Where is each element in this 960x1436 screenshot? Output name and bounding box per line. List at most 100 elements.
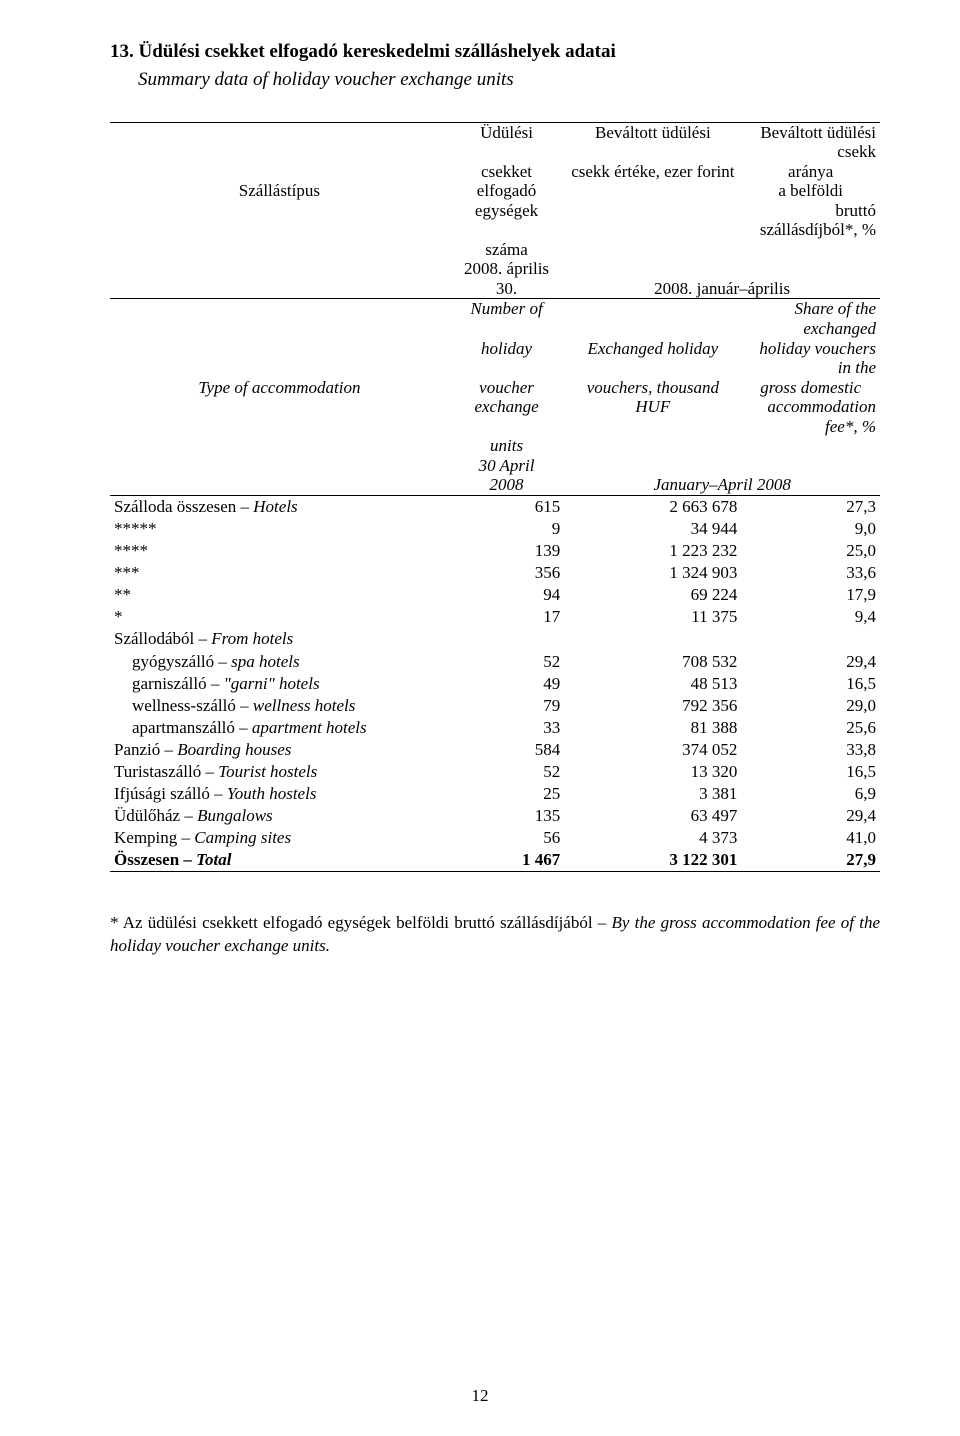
row-value-b: 2 663 678	[564, 495, 741, 518]
row-value-a: 56	[449, 827, 565, 849]
row-value-a: 25	[449, 783, 565, 805]
hdr-left2: Type of accommodation	[110, 378, 449, 398]
table-row: *****934 9449,0	[110, 518, 880, 540]
hdr-en-colB-l3: HUF	[564, 397, 741, 436]
row-value-b: 4 373	[564, 827, 741, 849]
hdr-en-colC-l1: Share of the exchanged	[741, 299, 880, 339]
hdr-colA-l4: egységek	[449, 201, 565, 240]
row-label: ***	[110, 562, 449, 584]
row-value-a: 17	[449, 606, 565, 628]
row-label: Panzió – Boarding houses	[110, 739, 449, 761]
row-label: gyógyszálló – spa hotels	[110, 651, 449, 673]
hdr-en-span-date: January–April 2008	[564, 475, 880, 495]
hdr-colA-l5: száma	[449, 240, 565, 260]
row-value-b: 69 224	[564, 584, 741, 606]
hdr-colA-l1: Üdülési	[449, 122, 565, 162]
hdr-colC-l3: a belföldi	[741, 181, 880, 201]
row-label: Kemping – Camping sites	[110, 827, 449, 849]
row-value-c: 33,8	[741, 739, 880, 761]
row-value-c	[741, 628, 880, 650]
row-label: apartmanszálló – apartment hotels	[110, 717, 449, 739]
row-label: ****	[110, 540, 449, 562]
row-value-b: 11 375	[564, 606, 741, 628]
row-label: **	[110, 584, 449, 606]
hdr-en-colC-l4: accommodation fee*, %	[741, 397, 880, 436]
row-value-b: 81 388	[564, 717, 741, 739]
row-value-a: 139	[449, 540, 565, 562]
row-value-b: 3 122 301	[564, 849, 741, 872]
footnote-plain: * Az üdülési csekkett elfogadó egységek …	[110, 913, 611, 932]
table-row: ****1391 223 23225,0	[110, 540, 880, 562]
table-row: wellness-szálló – wellness hotels79792 3…	[110, 695, 880, 717]
table-title: 13. Üdülési csekket elfogadó kereskedelm…	[110, 40, 880, 64]
row-value-b: 13 320	[564, 761, 741, 783]
row-value-b	[564, 628, 741, 650]
hdr-en-colB-l1: Exchanged holiday	[564, 339, 741, 378]
row-label: Ifjúsági szálló – Youth hostels	[110, 783, 449, 805]
hdr-colB-l2: csekk értéke, ezer forint	[564, 162, 741, 182]
row-value-a	[449, 628, 565, 650]
row-value-a: 135	[449, 805, 565, 827]
hdr-colC-l2: aránya	[741, 162, 880, 182]
row-value-a: 1 467	[449, 849, 565, 872]
hdr-en-colA-l4: exchange	[449, 397, 565, 436]
table-row: Szálloda összesen – Hotels6152 663 67827…	[110, 495, 880, 518]
hdr-en-colA-l2: holiday	[449, 339, 565, 378]
row-label: Összesen – Total	[110, 849, 449, 872]
row-value-b: 792 356	[564, 695, 741, 717]
row-label: Turistaszálló – Tourist hostels	[110, 761, 449, 783]
row-value-c: 9,4	[741, 606, 880, 628]
row-value-c: 27,3	[741, 495, 880, 518]
table-row: Szállodából – From hotels	[110, 628, 880, 650]
hdr-colA-date1: 2008. április	[449, 259, 565, 279]
row-value-c: 33,6	[741, 562, 880, 584]
page-number: 12	[0, 1386, 960, 1406]
row-value-c: 17,9	[741, 584, 880, 606]
hdr-colC-l4: bruttó szállásdíjból*, %	[741, 201, 880, 240]
hdr-en-colA-date1: 30 April	[449, 456, 565, 476]
row-value-b: 48 513	[564, 673, 741, 695]
row-value-b: 3 381	[564, 783, 741, 805]
hdr-colC-l1: Beváltott üdülési csekk	[741, 122, 880, 162]
hdr-en-colA-l1: Number of	[449, 299, 565, 339]
row-value-a: 9	[449, 518, 565, 540]
row-value-c: 27,9	[741, 849, 880, 872]
row-value-a: 94	[449, 584, 565, 606]
table-row: Panzió – Boarding houses584374 05233,8	[110, 739, 880, 761]
row-value-b: 374 052	[564, 739, 741, 761]
row-value-c: 25,0	[741, 540, 880, 562]
row-value-c: 29,4	[741, 805, 880, 827]
row-value-b: 1 223 232	[564, 540, 741, 562]
row-value-a: 615	[449, 495, 565, 518]
row-label: *****	[110, 518, 449, 540]
row-value-c: 16,5	[741, 673, 880, 695]
row-value-c: 25,6	[741, 717, 880, 739]
row-value-a: 49	[449, 673, 565, 695]
hdr-en-colC-l3: gross domestic	[741, 378, 880, 398]
table-row: Ifjúsági szálló – Youth hostels253 3816,…	[110, 783, 880, 805]
data-table: Üdülési Beváltott üdülési Beváltott üdül…	[110, 122, 880, 873]
table-row: **9469 22417,9	[110, 584, 880, 606]
table-row: Üdülőház – Bungalows13563 49729,4	[110, 805, 880, 827]
row-value-c: 6,9	[741, 783, 880, 805]
hdr-en-colA-l3: voucher	[449, 378, 565, 398]
hdr-en-colB-l2: vouchers, thousand	[564, 378, 741, 398]
row-label: wellness-szálló – wellness hotels	[110, 695, 449, 717]
row-value-b: 1 324 903	[564, 562, 741, 584]
row-value-c: 29,4	[741, 651, 880, 673]
hdr-colB-l1: Beváltott üdülési	[564, 122, 741, 162]
table-row: Turistaszálló – Tourist hostels5213 3201…	[110, 761, 880, 783]
row-value-c: 29,0	[741, 695, 880, 717]
table-row: garniszálló – "garni" hotels4948 51316,5	[110, 673, 880, 695]
row-value-a: 356	[449, 562, 565, 584]
row-value-a: 33	[449, 717, 565, 739]
hdr-en-colC-l2: holiday vouchers in the	[741, 339, 880, 378]
row-value-b: 63 497	[564, 805, 741, 827]
hdr-left1: Szállástípus	[110, 181, 449, 201]
table-row: Összesen – Total1 4673 122 30127,9	[110, 849, 880, 872]
row-value-a: 79	[449, 695, 565, 717]
table-row: ***3561 324 90333,6	[110, 562, 880, 584]
table-row: apartmanszálló – apartment hotels3381 38…	[110, 717, 880, 739]
table-row: Kemping – Camping sites564 37341,0	[110, 827, 880, 849]
hdr-colA-l3: elfogadó	[449, 181, 565, 201]
